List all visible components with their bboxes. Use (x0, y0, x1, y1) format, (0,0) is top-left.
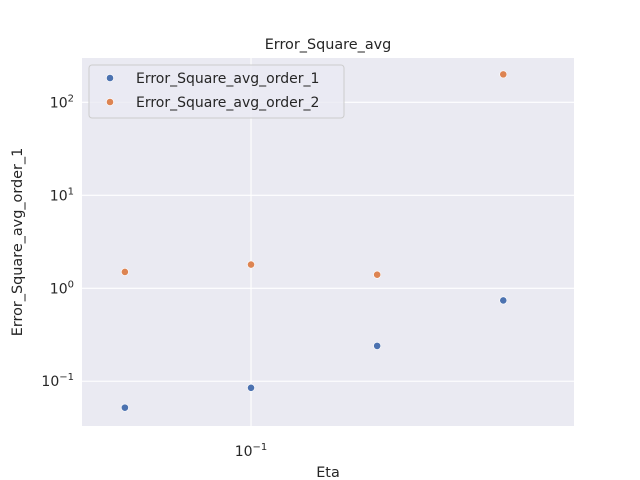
legend-label-order-1: Error_Square_avg_order_1 (136, 71, 319, 87)
legend-label-order-2: Error_Square_avg_order_2 (136, 95, 319, 111)
chart-title: Error_Square_avg (265, 37, 392, 53)
tick-labels: 10−1 100 101 102 10−1 (41, 93, 267, 460)
y-tick-label: 102 (50, 93, 74, 111)
y-tick-label: 10−1 (41, 372, 74, 390)
y-tick-label: 100 (50, 279, 74, 297)
data-point-order-1 (247, 383, 255, 392)
y-axis-label: Error_Square_avg_order_1 (10, 148, 26, 337)
data-point-order-2 (120, 268, 129, 276)
legend-frame (88, 64, 345, 119)
y-tick-label: 101 (50, 186, 74, 204)
data-point-order-2 (499, 70, 508, 79)
data-point-order-1 (120, 403, 129, 412)
data-point-order-2 (373, 270, 382, 279)
data-point-order-1 (499, 296, 508, 305)
data-point-order-1 (373, 341, 382, 350)
data-point-order-2 (247, 260, 255, 269)
legend-marker-order-2 (106, 98, 114, 106)
x-tick-label: 10−1 (235, 442, 268, 460)
plot-background (82, 58, 574, 426)
legend: Error_Square_avg_order_1 Error_Square_av… (88, 64, 345, 119)
legend-marker-order-1 (106, 74, 114, 82)
data-points (120, 70, 508, 412)
x-axis-label: Eta (316, 465, 340, 480)
